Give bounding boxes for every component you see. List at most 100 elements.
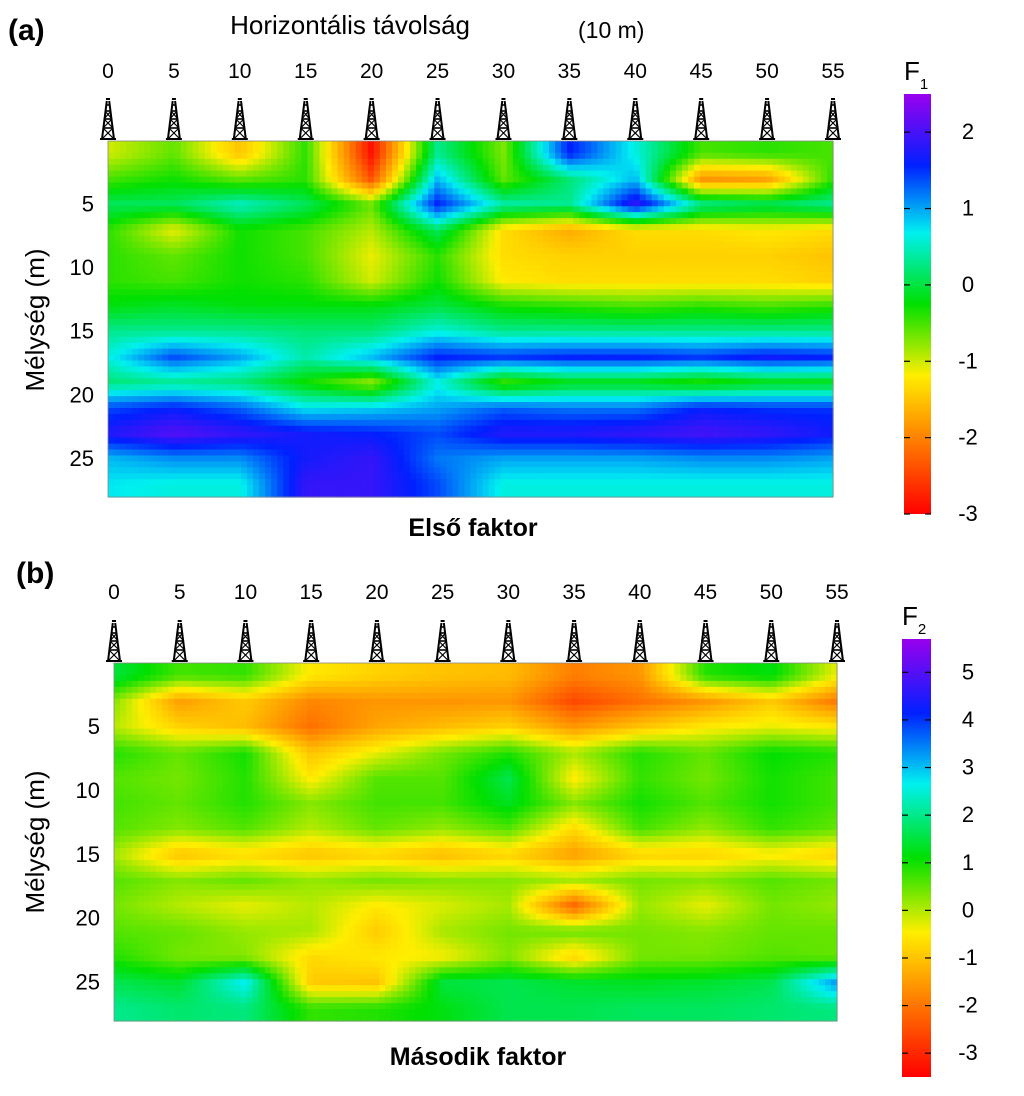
heatmap-cell	[446, 164, 453, 172]
heatmap-cell	[470, 152, 478, 160]
heatmap-cell	[162, 354, 170, 362]
heatmap-cell	[766, 366, 774, 373]
heatmap-cell	[313, 200, 321, 207]
heatmap-cell	[536, 360, 544, 368]
heatmap-cell	[446, 253, 453, 261]
heatmap-cell	[186, 158, 194, 166]
heatmap-cell	[210, 265, 218, 273]
heatmap-cell	[506, 372, 514, 379]
heatmap-cell	[597, 372, 605, 379]
heatmap-cell	[669, 378, 677, 385]
heatmap-cell	[313, 271, 321, 279]
heatmap-cell	[754, 158, 762, 166]
heatmap-cell	[675, 348, 683, 356]
heatmap-cell	[313, 265, 321, 273]
heatmap-cell	[319, 342, 327, 350]
heatmap-cell	[446, 366, 453, 373]
heatmap-cell	[706, 295, 713, 302]
heatmap-cell	[718, 164, 725, 172]
heatmap-cell	[603, 170, 611, 178]
heatmap-cell	[694, 336, 701, 344]
heatmap-cell	[307, 384, 315, 391]
heatmap-cell	[452, 307, 460, 314]
heatmap-cell	[754, 313, 762, 320]
heatmap-cell	[204, 188, 212, 195]
heatmap-cell	[307, 235, 315, 243]
heatmap-cell	[591, 354, 598, 362]
heatmap-cell	[434, 194, 441, 201]
heatmap-cell	[355, 289, 363, 296]
heatmap-cell	[543, 289, 550, 296]
heatmap-cell	[325, 324, 333, 332]
heatmap-cell	[361, 170, 369, 178]
heatmap-cell	[518, 218, 526, 225]
heatmap-cell	[488, 194, 496, 201]
heatmap-cell	[192, 301, 200, 308]
heatmap-cell	[410, 348, 417, 356]
heatmap-cell	[742, 324, 750, 332]
heatmap-cell	[428, 295, 435, 302]
heatmap-cell	[766, 348, 774, 356]
heatmap-cell	[488, 224, 496, 231]
heatmap-cell	[808, 218, 816, 225]
heatmap-cell	[337, 224, 345, 231]
heatmap-cell	[597, 158, 605, 166]
heatmap-cell	[416, 378, 423, 385]
heatmap-cell	[615, 141, 623, 148]
heatmap-cell	[730, 307, 737, 314]
heatmap-cell	[132, 218, 139, 225]
heatmap-cell	[591, 253, 598, 261]
heatmap-cell	[591, 176, 598, 184]
heatmap-cell	[754, 164, 762, 172]
heatmap-cell	[319, 158, 327, 166]
heatmap-cell	[754, 324, 762, 332]
heatmap-cell	[633, 354, 641, 362]
heatmap-cell	[150, 360, 157, 368]
heatmap-cell	[271, 277, 278, 284]
heatmap-cell	[458, 330, 466, 338]
heatmap-cell	[246, 259, 254, 267]
heatmap-cell	[633, 289, 641, 296]
heatmap-cell	[730, 158, 737, 166]
heatmap-cell	[591, 194, 598, 201]
heatmap-cell	[482, 271, 490, 279]
heatmap-cell	[210, 224, 218, 231]
heatmap-cell	[536, 194, 544, 201]
heatmap-cell	[718, 330, 725, 338]
heatmap-cell	[639, 378, 647, 385]
heatmap-cell	[724, 307, 731, 314]
heatmap-cell	[271, 224, 278, 231]
heatmap-cell	[349, 336, 357, 344]
heatmap-cell	[222, 384, 230, 391]
heatmap-cell	[180, 230, 188, 237]
heatmap-cell	[518, 206, 526, 213]
heatmap-cell	[265, 188, 272, 195]
heatmap-cell	[319, 141, 327, 148]
heatmap-cell	[216, 176, 224, 184]
heatmap-cell	[289, 283, 296, 290]
heatmap-cell	[700, 324, 707, 332]
heatmap-cell	[168, 324, 176, 332]
heatmap-cell	[434, 158, 441, 166]
heatmap-cell	[748, 200, 756, 207]
heatmap-cell	[657, 324, 665, 332]
heatmap-cell	[120, 354, 127, 362]
heatmap-cell	[295, 241, 302, 249]
heatmap-cell	[464, 194, 472, 201]
heatmap-cell	[307, 336, 315, 344]
heatmap-cell	[168, 194, 176, 201]
heatmap-cell	[126, 259, 133, 267]
heatmap-cell	[416, 235, 423, 243]
heatmap-cell	[712, 235, 719, 243]
heatmap-cell	[561, 194, 568, 201]
heatmap-cell	[500, 271, 508, 279]
heatmap-cell	[349, 283, 357, 290]
heatmap-cell	[748, 265, 756, 273]
heatmap-cell	[458, 253, 466, 261]
heatmap-cell	[452, 253, 460, 261]
heatmap-cell	[555, 235, 562, 243]
heatmap-cell	[694, 158, 701, 166]
heatmap-cell	[760, 330, 768, 338]
heatmap-cell	[434, 176, 441, 184]
heatmap-cell	[555, 170, 562, 178]
